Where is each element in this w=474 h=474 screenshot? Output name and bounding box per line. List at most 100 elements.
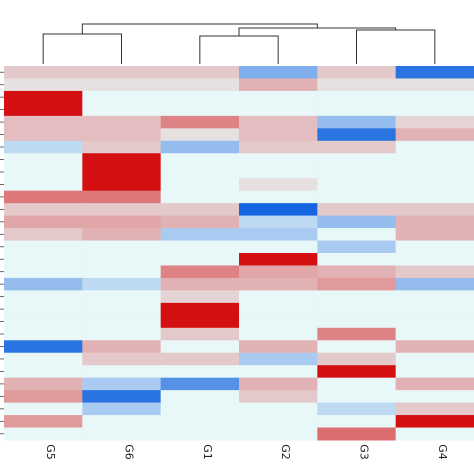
heatmap-cell-r23-g6 <box>82 340 162 354</box>
heatmap-cell-r6-g5 <box>4 128 83 142</box>
heatmap-cell-r13-g2 <box>239 215 318 229</box>
row-tick-marks <box>0 71 4 435</box>
heatmap-cell-r29-g1 <box>160 415 240 429</box>
heatmap-cell-r11-g6 <box>82 190 162 204</box>
heatmap-cell-r4-g4 <box>395 103 474 117</box>
heatmap-cell-r5-g5 <box>4 115 83 129</box>
heatmap-cell-r23-g5 <box>4 340 83 354</box>
heatmap-cell-r27-g2 <box>239 390 318 404</box>
heatmap-cell-r26-g2 <box>239 377 318 391</box>
heatmap-cell-r26-g5 <box>4 377 83 391</box>
heatmap-cell-r5-g4 <box>395 115 474 129</box>
heatmap-cell-r29-g6 <box>82 415 162 429</box>
heatmap-cell-r13-g5 <box>4 215 83 229</box>
column-label-g3: G3 <box>358 444 371 460</box>
heatmap-cell-r14-g1 <box>160 228 240 242</box>
heatmap-cell-r12-g4 <box>395 203 474 217</box>
heatmap-cell-r27-g4 <box>395 390 474 404</box>
heatmap-cell-r22-g1 <box>160 327 240 341</box>
heatmap-cell-r4-g6 <box>82 103 162 117</box>
heatmap-cell-r3-g4 <box>395 90 474 104</box>
heatmap-cell-r2-g4 <box>395 78 474 92</box>
heatmap-cell-r10-g1 <box>160 178 240 192</box>
heatmap-cell-r21-g3 <box>317 315 397 329</box>
column-label-g6: G6 <box>123 444 136 460</box>
heatmap-cell-r7-g3 <box>317 140 397 154</box>
heatmap-cell-r14-g5 <box>4 228 83 242</box>
heatmap-cell-r15-g6 <box>82 240 162 254</box>
heatmap-cell-r22-g4 <box>395 327 474 341</box>
heatmap-cell-r3-g2 <box>239 90 318 104</box>
heatmap-cell-r7-g4 <box>395 140 474 154</box>
heatmap-cells <box>4 66 474 441</box>
heatmap-cell-r18-g6 <box>82 277 162 291</box>
heatmap-cell-r9-g5 <box>4 165 83 179</box>
heatmap-cell-r24-g5 <box>4 352 83 366</box>
heatmap-cell-r1-g3 <box>317 66 397 79</box>
heatmap-cell-r30-g2 <box>239 427 318 441</box>
heatmap-cell-r15-g3 <box>317 240 397 254</box>
heatmap-cell-r14-g2 <box>239 228 318 242</box>
heatmap-cell-r1-g1 <box>160 66 240 79</box>
heatmap-cell-r7-g5 <box>4 140 83 154</box>
heatmap-cell-r19-g2 <box>239 290 318 304</box>
heatmap-cell-r11-g2 <box>239 190 318 204</box>
heatmap-cell-r22-g5 <box>4 327 83 341</box>
heatmap-cell-r2-g5 <box>4 78 83 92</box>
heatmap-cell-r20-g4 <box>395 302 474 316</box>
heatmap-cell-r17-g1 <box>160 265 240 279</box>
heatmap-cell-r1-g2 <box>239 66 318 79</box>
heatmap-cell-r27-g5 <box>4 390 83 404</box>
heatmap-cell-r2-g6 <box>82 78 162 92</box>
heatmap-cell-r6-g6 <box>82 128 162 142</box>
heatmap-cell-r20-g5 <box>4 302 83 316</box>
heatmap-cell-r9-g3 <box>317 165 397 179</box>
heatmap-cell-r8-g3 <box>317 153 397 167</box>
heatmap-cell-r15-g1 <box>160 240 240 254</box>
dendrogram-branch-5 <box>81 23 318 34</box>
heatmap-cell-r16-g6 <box>82 253 162 266</box>
heatmap-cell-r30-g5 <box>4 427 83 441</box>
heatmap-cell-r3-g1 <box>160 90 240 104</box>
heatmap-cell-r14-g4 <box>395 228 474 242</box>
heatmap-cell-r16-g4 <box>395 253 474 266</box>
heatmap-cell-r19-g6 <box>82 290 162 304</box>
heatmap-cell-r12-g1 <box>160 203 240 217</box>
heatmap-cell-r13-g3 <box>317 215 397 229</box>
heatmap-cell-r27-g1 <box>160 390 240 404</box>
heatmap-cell-r13-g1 <box>160 215 240 229</box>
heatmap-cell-r22-g2 <box>239 327 318 341</box>
heatmap-cell-r19-g1 <box>160 290 240 304</box>
heatmap-cell-r12-g5 <box>4 203 83 217</box>
heatmap-cell-r21-g4 <box>395 315 474 329</box>
heatmap-cell-r16-g2 <box>239 253 318 266</box>
heatmap-cell-r1-g4 <box>395 66 474 79</box>
heatmap-cell-r6-g3 <box>317 128 397 142</box>
heatmap-cell-r21-g6 <box>82 315 162 329</box>
heatmap-cell-r11-g4 <box>395 190 474 204</box>
column-labels: G5 G6 G1 G2 G3 G4 <box>44 444 449 460</box>
heatmap-cell-r29-g4 <box>395 415 474 429</box>
heatmap-cell-r26-g1 <box>160 377 240 391</box>
heatmap-cell-r13-g6 <box>82 215 162 229</box>
heatmap-cell-r21-g2 <box>239 315 318 329</box>
heatmap-cell-r5-g1 <box>160 115 240 129</box>
heatmap-cell-r15-g2 <box>239 240 318 254</box>
column-dendrogram <box>42 23 436 64</box>
heatmap-cell-r20-g2 <box>239 302 318 316</box>
heatmap-cell-r4-g3 <box>317 103 397 117</box>
heatmap-cell-r30-g1 <box>160 427 240 441</box>
heatmap-cell-r23-g4 <box>395 340 474 354</box>
heatmap-cell-r9-g1 <box>160 165 240 179</box>
heatmap-cell-r2-g1 <box>160 78 240 92</box>
heatmap-cell-r24-g1 <box>160 352 240 366</box>
heatmap-cell-r30-g3 <box>317 427 397 441</box>
heatmap-cell-r23-g1 <box>160 340 240 354</box>
heatmap-cell-r27-g3 <box>317 390 397 404</box>
heatmap-cell-r3-g3 <box>317 90 397 104</box>
heatmap-cell-r20-g3 <box>317 302 397 316</box>
heatmap-cell-r9-g4 <box>395 165 474 179</box>
heatmap-cell-r20-g6 <box>82 302 162 316</box>
heatmap-cell-r29-g5 <box>4 415 83 429</box>
